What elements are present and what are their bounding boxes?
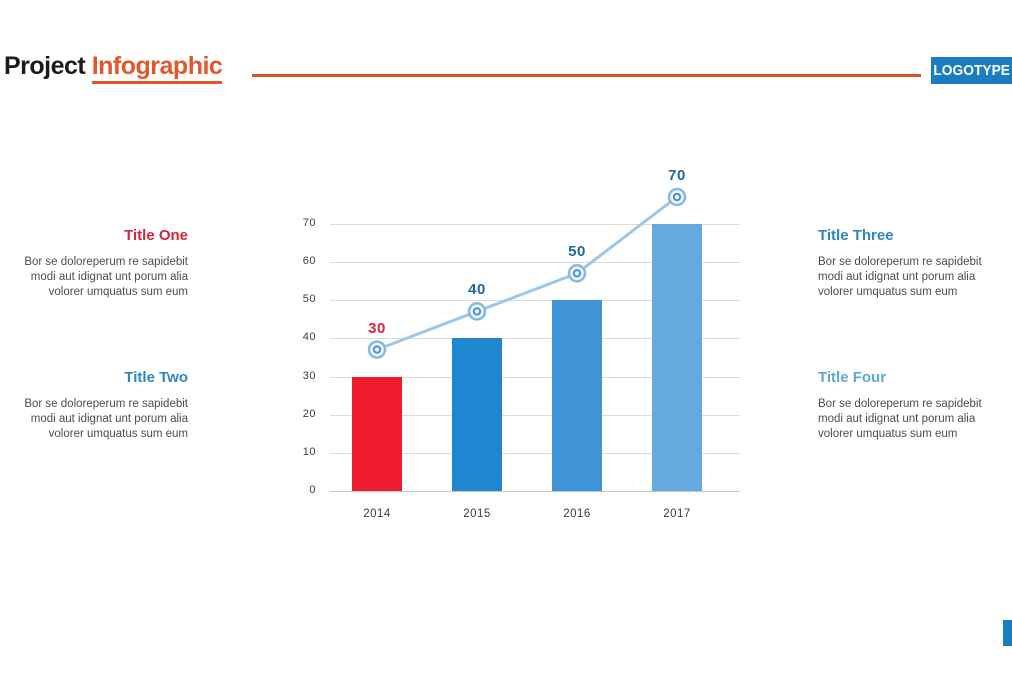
page-title: Project Infographic xyxy=(4,52,223,84)
line-marker-dot-icon xyxy=(472,307,482,316)
bar-2015 xyxy=(452,338,502,491)
gridline xyxy=(330,491,740,492)
y-tick-label: 10 xyxy=(302,445,316,458)
panel-title-three-body: Bor se doloreperum re sapidebit modi aut… xyxy=(818,256,982,299)
gridline xyxy=(330,223,740,225)
line-marker-icon xyxy=(367,340,387,359)
panel-title-four-heading: Title Four xyxy=(818,369,887,386)
bar-2014 xyxy=(352,376,402,491)
y-tick-label: 30 xyxy=(302,369,316,382)
logotype-badge: LOGOTYPE xyxy=(931,57,1012,84)
gridline xyxy=(330,338,740,340)
y-tick-label: 40 xyxy=(302,331,316,344)
y-tick-label: 70 xyxy=(302,216,316,229)
panel-title-two: Title Two Bor se doloreperum re sapidebi… xyxy=(8,369,188,443)
panel-title-three-heading: Title Three xyxy=(818,227,894,244)
data-label: 50 xyxy=(568,243,586,261)
y-tick-label: 0 xyxy=(309,484,316,496)
page-title-accent: Infographic xyxy=(91,52,223,84)
panel-title-one-heading: Title One xyxy=(124,227,188,244)
line-marker-icon xyxy=(567,264,587,283)
combo-chart: 0 10 20 30 40 50 60 70 2014 2015 2016 2017 30 40 50 70 xyxy=(260,160,760,535)
trend-line xyxy=(376,195,678,351)
line-marker-dot-icon xyxy=(572,269,582,278)
panel-title-one: Title One Bor se doloreperum re sapidebi… xyxy=(8,227,188,301)
data-label: 40 xyxy=(468,281,486,299)
panel-title-three: Title Three Bor se doloreperum re sapide… xyxy=(818,227,998,301)
panel-title-two-heading: Title Two xyxy=(124,369,188,386)
x-tick-label: 2014 xyxy=(363,508,391,520)
data-label: 70 xyxy=(668,166,686,184)
line-marker-icon xyxy=(467,302,487,321)
x-tick-label: 2015 xyxy=(463,508,491,520)
x-tick-label: 2017 xyxy=(663,508,691,520)
line-series xyxy=(367,187,687,359)
line-marker-dot-icon xyxy=(372,345,382,354)
logotype-label: LOGOTYPE xyxy=(933,62,1010,79)
gridline xyxy=(330,414,740,416)
gridline xyxy=(330,376,740,378)
data-label: 30 xyxy=(368,319,386,337)
y-tick-label: 20 xyxy=(302,407,316,420)
y-tick-label: 60 xyxy=(302,255,316,268)
gridline xyxy=(330,262,740,264)
panel-title-two-body: Bor se doloreperum re sapidebit modi aut… xyxy=(24,398,188,441)
y-tick-label: 50 xyxy=(302,293,316,306)
panel-title-four-body: Bor se doloreperum re sapidebit modi aut… xyxy=(818,398,982,441)
x-tick-label: 2016 xyxy=(563,508,591,520)
line-marker-icon xyxy=(667,187,687,207)
gridline xyxy=(330,452,740,454)
panel-title-four: Title Four Bor se doloreperum re sapideb… xyxy=(818,369,998,443)
header-divider-line xyxy=(252,74,921,77)
page-title-black: Project xyxy=(4,52,86,80)
gridline xyxy=(330,300,740,302)
bar-2016 xyxy=(552,300,602,491)
line-marker-dot-icon xyxy=(672,192,682,202)
corner-accent-tab xyxy=(1003,620,1012,646)
panel-title-one-body: Bor se doloreperum re sapidebit modi aut… xyxy=(24,256,188,299)
bar-2017 xyxy=(652,223,702,491)
